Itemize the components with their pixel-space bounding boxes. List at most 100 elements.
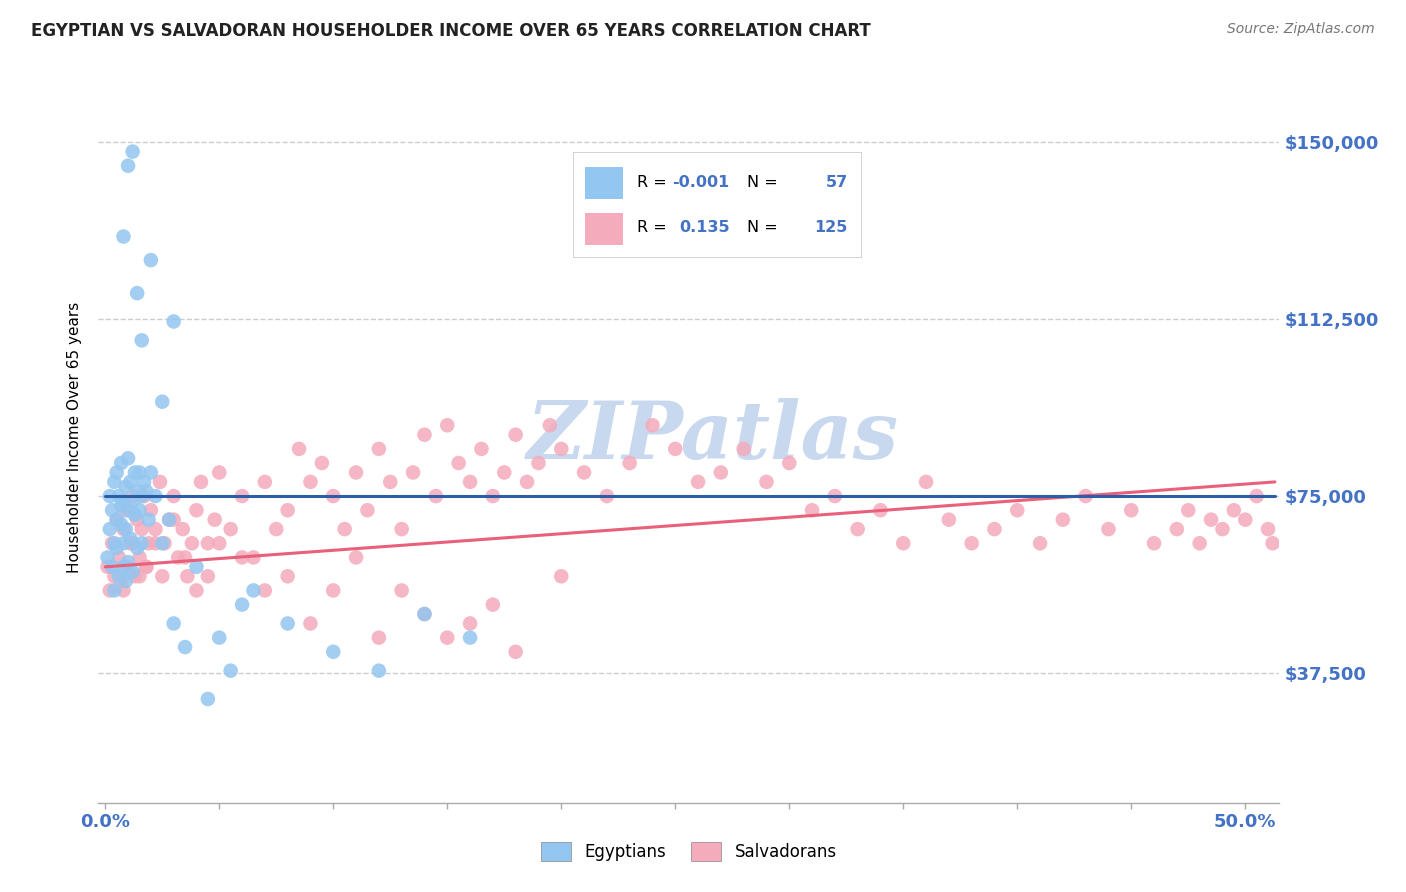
Point bbox=[150, 394, 173, 409]
Point bbox=[103, 569, 125, 583]
Point bbox=[436, 631, 458, 645]
Point bbox=[367, 442, 389, 456]
Point bbox=[458, 631, 481, 645]
Point bbox=[1257, 522, 1279, 536]
Point bbox=[891, 536, 914, 550]
Point bbox=[110, 517, 132, 532]
Point bbox=[413, 607, 436, 621]
Point bbox=[139, 253, 162, 268]
Point bbox=[572, 466, 595, 480]
Point bbox=[163, 489, 186, 503]
Point bbox=[121, 536, 143, 550]
Point bbox=[120, 536, 142, 550]
Point bbox=[96, 559, 118, 574]
Point bbox=[98, 583, 121, 598]
Point bbox=[1177, 503, 1199, 517]
Point bbox=[197, 692, 219, 706]
Point bbox=[208, 536, 231, 550]
Point bbox=[186, 503, 208, 517]
Point bbox=[846, 522, 869, 536]
Point bbox=[190, 475, 212, 489]
Point bbox=[127, 484, 149, 499]
Text: N =: N = bbox=[747, 175, 778, 189]
Text: 125: 125 bbox=[814, 220, 848, 235]
Point bbox=[402, 466, 425, 480]
Point bbox=[180, 536, 202, 550]
Point bbox=[458, 616, 481, 631]
Point bbox=[108, 569, 131, 583]
Point bbox=[1246, 489, 1268, 503]
Point bbox=[174, 640, 197, 654]
Point bbox=[127, 286, 149, 301]
Legend: Egyptians, Salvadorans: Egyptians, Salvadorans bbox=[534, 835, 844, 868]
Point bbox=[114, 480, 136, 494]
Point bbox=[132, 475, 155, 489]
Point bbox=[127, 513, 149, 527]
Text: -0.001: -0.001 bbox=[672, 175, 730, 189]
Point bbox=[755, 475, 778, 489]
Point bbox=[915, 475, 938, 489]
Point bbox=[219, 664, 242, 678]
Point bbox=[131, 536, 153, 550]
Point bbox=[322, 489, 344, 503]
Point bbox=[277, 569, 299, 583]
Point bbox=[288, 442, 311, 456]
Point bbox=[103, 475, 125, 489]
Point bbox=[1029, 536, 1052, 550]
Point bbox=[112, 583, 135, 598]
Point bbox=[105, 466, 128, 480]
Bar bbox=[585, 213, 623, 245]
Point bbox=[139, 503, 162, 517]
Point bbox=[344, 466, 367, 480]
Point bbox=[197, 536, 219, 550]
Point bbox=[1223, 503, 1246, 517]
Point bbox=[117, 559, 139, 574]
Text: 57: 57 bbox=[825, 175, 848, 189]
Point bbox=[550, 569, 572, 583]
Point bbox=[135, 559, 157, 574]
Point bbox=[101, 559, 124, 574]
Point bbox=[150, 536, 173, 550]
Point bbox=[105, 541, 128, 555]
Point bbox=[527, 456, 550, 470]
Point bbox=[128, 569, 150, 583]
Text: R =: R = bbox=[637, 220, 666, 235]
Point bbox=[494, 466, 516, 480]
Point bbox=[538, 418, 561, 433]
Point bbox=[231, 550, 253, 565]
Point bbox=[641, 418, 664, 433]
Point bbox=[333, 522, 356, 536]
Point bbox=[391, 522, 413, 536]
Point bbox=[112, 493, 135, 508]
Point bbox=[208, 631, 231, 645]
Point bbox=[110, 456, 132, 470]
Point bbox=[470, 442, 492, 456]
Point bbox=[208, 466, 231, 480]
Point bbox=[124, 466, 146, 480]
Point bbox=[103, 536, 125, 550]
FancyBboxPatch shape bbox=[574, 152, 862, 258]
Point bbox=[157, 513, 180, 527]
Point bbox=[1143, 536, 1166, 550]
Point bbox=[231, 489, 253, 503]
Point bbox=[163, 513, 186, 527]
Point bbox=[1097, 522, 1119, 536]
Point bbox=[1007, 503, 1029, 517]
Point bbox=[124, 508, 146, 522]
Point bbox=[242, 583, 264, 598]
Point bbox=[458, 475, 481, 489]
Point bbox=[299, 475, 322, 489]
Point bbox=[138, 513, 160, 527]
Point bbox=[112, 536, 135, 550]
Point bbox=[112, 522, 135, 536]
Point bbox=[120, 532, 142, 546]
Point bbox=[686, 475, 709, 489]
Point bbox=[960, 536, 983, 550]
Point bbox=[127, 541, 149, 555]
Point bbox=[114, 522, 136, 536]
Point bbox=[167, 550, 190, 565]
Point bbox=[710, 466, 733, 480]
Point bbox=[413, 607, 436, 621]
Point bbox=[128, 503, 150, 517]
Point bbox=[172, 522, 194, 536]
